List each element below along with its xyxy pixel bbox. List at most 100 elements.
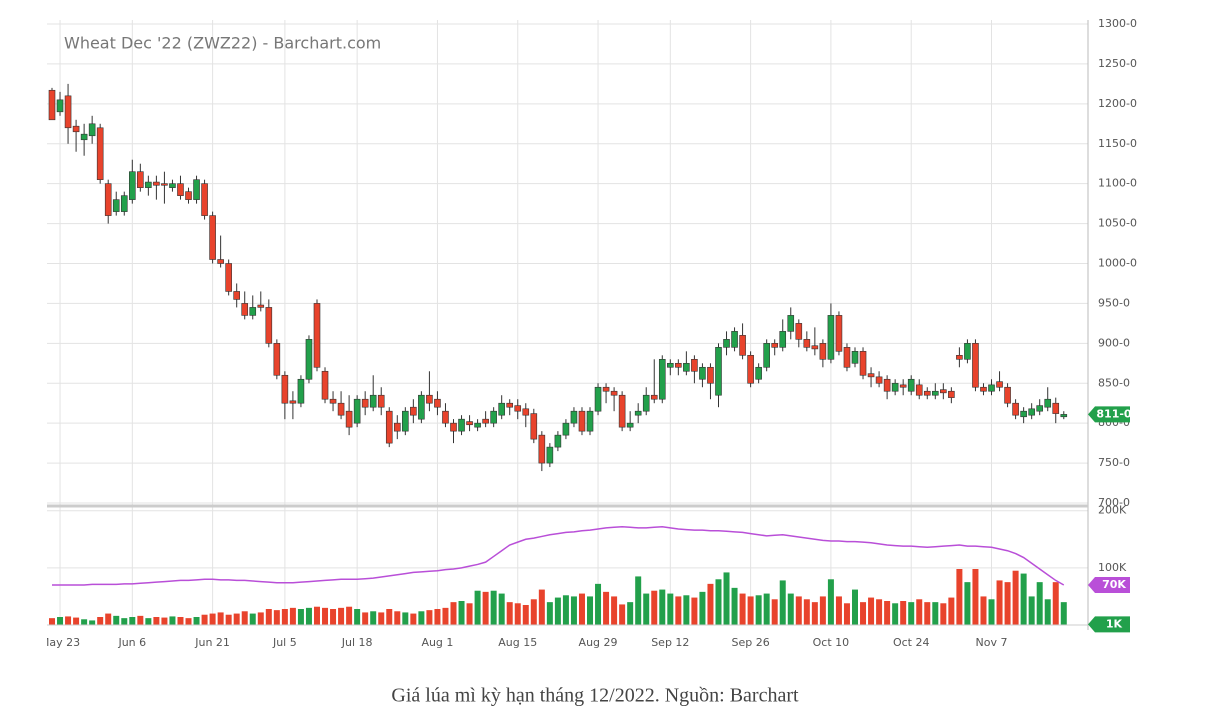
volume-bar <box>643 593 650 625</box>
candle-body <box>859 351 867 376</box>
volume-bar <box>514 603 521 625</box>
volume-bar <box>651 590 658 625</box>
volume-bar <box>570 596 577 625</box>
candle-body <box>506 402 514 408</box>
y-tick-label: 750-0 <box>1098 456 1130 469</box>
candle-body <box>923 390 931 396</box>
candle-body <box>642 394 650 412</box>
volume-badge: 1K <box>1106 617 1123 630</box>
volume-bar <box>1052 582 1059 625</box>
candle-body <box>1028 408 1035 416</box>
candle-body <box>353 398 361 424</box>
candle-body <box>249 307 257 316</box>
x-tick-label: Oct 10 <box>813 636 850 649</box>
x-tick-label: Nov 7 <box>976 636 1008 649</box>
volume-bar <box>177 617 184 625</box>
volume-bar <box>169 616 176 625</box>
volume-bar <box>322 607 329 625</box>
grid <box>47 20 1088 625</box>
volume-bar <box>257 612 264 625</box>
volume-bar <box>297 609 304 625</box>
candle-body <box>177 183 184 196</box>
candle-body <box>80 133 88 141</box>
volume-bar <box>249 613 256 625</box>
candle-body <box>153 181 160 186</box>
open-interest-badge-shape <box>1088 577 1130 593</box>
candle-body <box>964 343 971 360</box>
candle-body <box>594 386 602 412</box>
candle-body <box>819 343 827 360</box>
candle-body <box>699 366 706 380</box>
candle-body <box>281 374 289 404</box>
candle-body <box>201 183 208 216</box>
candle-body <box>554 434 562 448</box>
caption: Giá lúa mì kỳ hạn tháng 12/2022. Nguồn: … <box>391 685 799 707</box>
candle-body <box>618 394 626 428</box>
candle-body <box>707 366 714 384</box>
volume-bar <box>474 590 481 625</box>
volume-bar <box>450 602 457 625</box>
volume-bar <box>57 617 64 625</box>
volume-bar <box>466 603 473 625</box>
volume-bar <box>217 612 224 625</box>
candle-body <box>442 410 449 424</box>
candle-body <box>530 413 538 440</box>
volume-badge-shape <box>1088 616 1130 633</box>
x-tick-label: Aug 1 <box>421 636 453 649</box>
volume-bar <box>595 583 602 625</box>
candle-body <box>667 362 674 368</box>
candle-body <box>434 398 441 408</box>
chart-title: Wheat Dec '22 (ZWZ22) - Barchart.com <box>64 34 381 53</box>
volume-bar <box>434 609 441 625</box>
volume-bar <box>723 572 730 625</box>
volume-bar <box>683 595 690 625</box>
volume-bar <box>996 580 1003 625</box>
x-tick-label: May 23 <box>40 636 80 649</box>
candle-body <box>169 183 176 188</box>
candle-body <box>369 394 377 408</box>
candle-body <box>851 351 859 364</box>
volume-bar <box>121 618 128 625</box>
x-axis-labels: May 23 Jun 6 Jun 21 Jul 5 Jul 18 Aug 1 Aug 15 A… <box>40 636 1008 649</box>
volume-bar <box>201 614 208 625</box>
volume-bar <box>980 596 987 625</box>
y-tick-label: 900-0 <box>1098 336 1130 349</box>
candle-body <box>450 422 457 432</box>
volume-bar <box>73 617 80 625</box>
candle-body <box>1020 410 1027 418</box>
volume-bar <box>691 597 698 625</box>
candle-body <box>907 378 915 392</box>
candle-body <box>482 418 489 424</box>
candle-body <box>956 355 963 360</box>
volume-bar <box>876 599 883 625</box>
candle-body <box>458 418 465 432</box>
candle-body <box>321 370 329 400</box>
volume-bar <box>386 609 393 625</box>
volume-bar <box>338 607 345 625</box>
candle-body <box>120 195 128 212</box>
volume-bar <box>667 593 674 625</box>
volume-bar <box>755 595 762 625</box>
candle-body <box>803 339 811 348</box>
candle-body <box>980 386 987 392</box>
candle-body <box>217 259 224 264</box>
volume-bar <box>482 591 489 625</box>
volume-bar <box>956 569 963 625</box>
volume-bar <box>715 579 722 625</box>
volume-bar <box>843 603 850 625</box>
candle-body <box>185 191 192 200</box>
volume-bar <box>161 617 168 625</box>
volume-bar <box>578 593 585 625</box>
candle-body <box>691 358 698 372</box>
candle-body <box>522 408 530 416</box>
candle-body <box>96 127 104 180</box>
candle-body <box>129 171 136 200</box>
volume-bar <box>779 580 786 625</box>
volume-bar <box>924 602 931 625</box>
candle-body <box>257 304 265 308</box>
candle-body <box>683 362 690 372</box>
volume-bar <box>305 607 312 625</box>
candle-body <box>402 410 409 432</box>
y-tick-label: 1200-0 <box>1098 97 1137 110</box>
volume-bar <box>129 617 136 625</box>
